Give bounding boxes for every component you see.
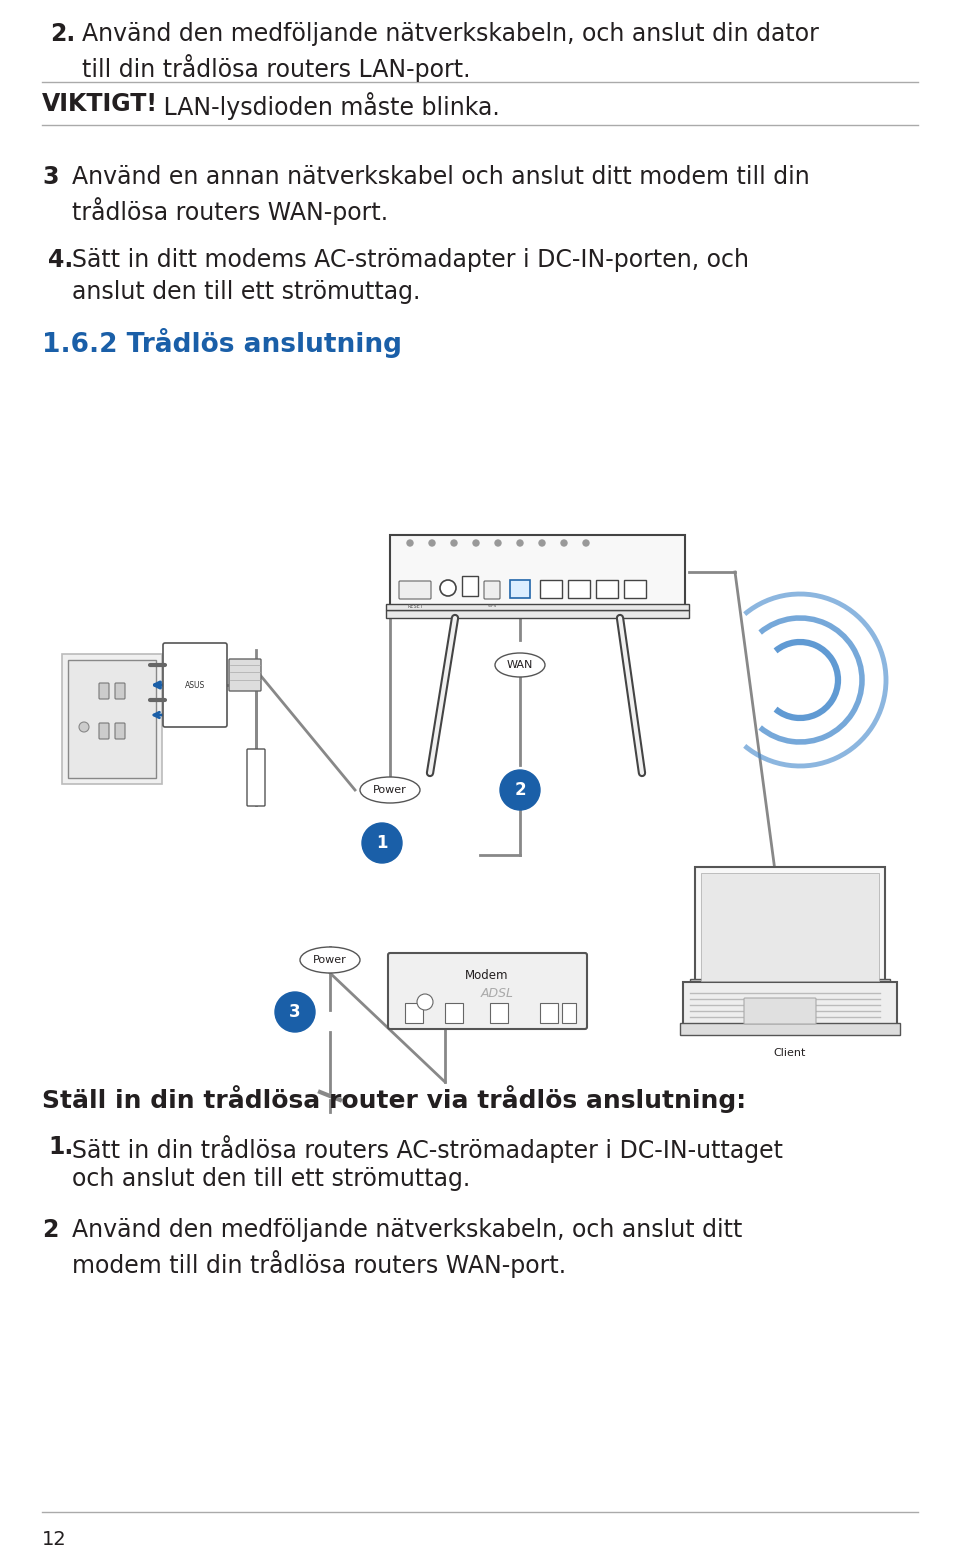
FancyBboxPatch shape xyxy=(490,1003,508,1024)
FancyBboxPatch shape xyxy=(596,580,618,599)
Text: Modem: Modem xyxy=(466,969,509,982)
Text: Använd en annan nätverkskabel och anslut ditt modem till din: Använd en annan nätverkskabel och anslut… xyxy=(72,164,809,189)
FancyBboxPatch shape xyxy=(695,867,885,985)
FancyBboxPatch shape xyxy=(386,610,689,617)
Circle shape xyxy=(451,540,457,546)
Circle shape xyxy=(539,540,545,546)
Text: ASUS: ASUS xyxy=(185,681,205,690)
Text: 2.: 2. xyxy=(50,22,75,47)
Circle shape xyxy=(495,540,501,546)
Circle shape xyxy=(473,540,479,546)
Text: VIKTIGT!: VIKTIGT! xyxy=(42,92,158,116)
Text: ADSL: ADSL xyxy=(481,986,514,1000)
Ellipse shape xyxy=(360,777,420,803)
FancyBboxPatch shape xyxy=(390,535,685,610)
FancyBboxPatch shape xyxy=(562,1003,576,1024)
Circle shape xyxy=(79,723,89,732)
FancyBboxPatch shape xyxy=(62,655,162,783)
Text: Använd den medföljande nätverkskabeln, och anslut ditt: Använd den medföljande nätverkskabeln, o… xyxy=(72,1218,742,1242)
FancyBboxPatch shape xyxy=(744,997,816,1024)
Text: Använd den medföljande nätverkskabeln, och anslut din dator: Använd den medföljande nätverkskabeln, o… xyxy=(82,22,819,47)
Circle shape xyxy=(407,540,413,546)
Text: Client: Client xyxy=(774,1048,806,1058)
FancyBboxPatch shape xyxy=(540,580,562,599)
Text: trådlösa routers WAN-port.: trådlösa routers WAN-port. xyxy=(72,197,388,225)
Circle shape xyxy=(583,540,589,546)
FancyBboxPatch shape xyxy=(510,580,530,599)
FancyBboxPatch shape xyxy=(683,982,897,1027)
Text: Ställ in din trådlösa router via trådlös anslutning:: Ställ in din trådlösa router via trådlös… xyxy=(42,1086,746,1114)
FancyBboxPatch shape xyxy=(445,1003,463,1024)
FancyBboxPatch shape xyxy=(99,723,109,738)
Text: 1: 1 xyxy=(376,834,388,851)
FancyBboxPatch shape xyxy=(388,952,587,1028)
FancyBboxPatch shape xyxy=(405,1003,423,1024)
FancyBboxPatch shape xyxy=(568,580,590,599)
Text: LAN-lysdioden måste blinka.: LAN-lysdioden måste blinka. xyxy=(156,92,500,119)
FancyBboxPatch shape xyxy=(386,603,689,610)
Text: till din trådlösa routers LAN-port.: till din trådlösa routers LAN-port. xyxy=(82,54,470,82)
Text: anslut den till ett strömuttag.: anslut den till ett strömuttag. xyxy=(72,281,420,304)
FancyBboxPatch shape xyxy=(115,682,125,700)
Circle shape xyxy=(440,580,456,596)
FancyBboxPatch shape xyxy=(701,873,879,980)
Text: 4.: 4. xyxy=(48,248,73,271)
Circle shape xyxy=(500,769,540,810)
FancyBboxPatch shape xyxy=(484,582,500,599)
Text: Sätt in din trådlösa routers AC-strömadapter i DC-IN-uttaget: Sätt in din trådlösa routers AC-strömada… xyxy=(72,1135,783,1163)
Text: WPS: WPS xyxy=(488,603,496,608)
Text: 3: 3 xyxy=(42,164,59,189)
Circle shape xyxy=(275,993,315,1031)
Ellipse shape xyxy=(300,948,360,972)
Circle shape xyxy=(561,540,567,546)
Circle shape xyxy=(517,540,523,546)
Text: 1.: 1. xyxy=(48,1135,73,1159)
Ellipse shape xyxy=(495,653,545,676)
Text: 2: 2 xyxy=(42,1218,59,1242)
FancyBboxPatch shape xyxy=(624,580,646,599)
Text: RESET: RESET xyxy=(407,603,422,608)
FancyBboxPatch shape xyxy=(68,661,156,779)
FancyBboxPatch shape xyxy=(229,659,261,692)
FancyBboxPatch shape xyxy=(163,644,227,727)
FancyBboxPatch shape xyxy=(247,749,265,807)
FancyBboxPatch shape xyxy=(680,1024,900,1035)
Circle shape xyxy=(429,540,435,546)
Text: WAN: WAN xyxy=(507,661,533,670)
FancyBboxPatch shape xyxy=(99,682,109,700)
Text: 2: 2 xyxy=(515,782,526,799)
FancyBboxPatch shape xyxy=(115,723,125,738)
Text: 3: 3 xyxy=(289,1003,300,1021)
Text: 1.6.2 Trådlös anslutning: 1.6.2 Trådlös anslutning xyxy=(42,327,402,358)
Text: Sätt in ditt modems AC-strömadapter i DC-IN-porten, och: Sätt in ditt modems AC-strömadapter i DC… xyxy=(72,248,749,271)
Text: och anslut den till ett strömuttag.: och anslut den till ett strömuttag. xyxy=(72,1166,470,1191)
Text: Power: Power xyxy=(313,955,347,965)
FancyBboxPatch shape xyxy=(690,979,890,986)
Circle shape xyxy=(362,824,402,862)
FancyBboxPatch shape xyxy=(540,1003,558,1024)
Text: modem till din trådlösa routers WAN-port.: modem till din trådlösa routers WAN-port… xyxy=(72,1250,566,1278)
Circle shape xyxy=(417,994,433,1010)
Text: Power: Power xyxy=(373,785,407,796)
Text: 12: 12 xyxy=(42,1529,67,1549)
FancyBboxPatch shape xyxy=(399,582,431,599)
FancyBboxPatch shape xyxy=(462,575,478,596)
